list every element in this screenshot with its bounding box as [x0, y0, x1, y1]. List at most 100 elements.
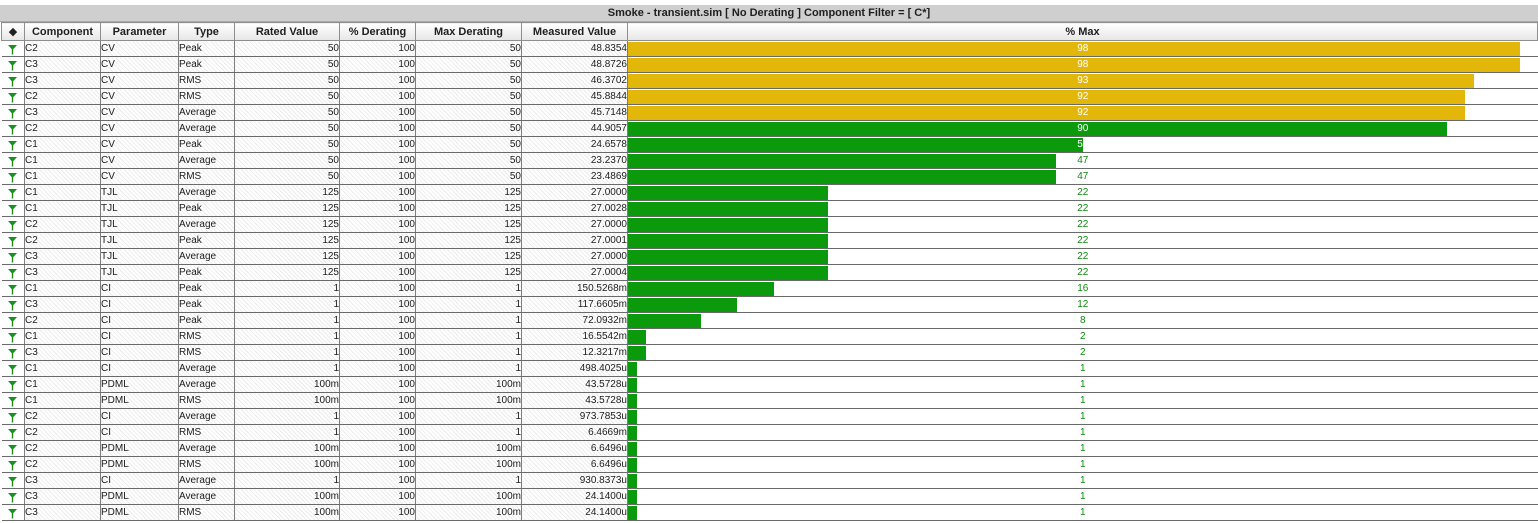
row-flag-cell[interactable]	[1, 40, 25, 57]
table-row[interactable]: C3 CV RMS 50 100 50 46.3702 93	[1, 72, 1538, 89]
row-flag-cell[interactable]	[1, 360, 25, 377]
table-row[interactable]: C3 CI Peak 1 100 1 117.6605m 12	[1, 296, 1538, 313]
parameter-cell: CI	[100, 296, 179, 313]
pct-max-column-header[interactable]: % Max	[627, 22, 1538, 41]
row-flag-cell[interactable]	[1, 248, 25, 265]
row-flag-cell[interactable]	[1, 264, 25, 281]
pct-max-label: 98	[1077, 59, 1089, 70]
max-derating-cell: 1	[415, 280, 522, 297]
parameter-cell: TJL	[100, 216, 179, 233]
table-row[interactable]: C1 CV Peak 50 100 50 24.6578 50	[1, 136, 1538, 153]
table-row[interactable]: C1 CV Average 50 100 50 23.2370 47	[1, 152, 1538, 169]
row-flag-cell[interactable]	[1, 392, 25, 409]
table-row[interactable]: C2 CI Average 1 100 1 973.7853u 1	[1, 408, 1538, 425]
table-row[interactable]: C1 CI RMS 1 100 1 16.5542m 2	[1, 328, 1538, 345]
row-flag-cell[interactable]	[1, 184, 25, 201]
type-column-header[interactable]: Type	[178, 22, 235, 41]
row-flag-cell[interactable]	[1, 376, 25, 393]
row-flag-cell[interactable]	[1, 152, 25, 169]
pct-max-label: 22	[1077, 187, 1089, 198]
row-flag-cell[interactable]	[1, 88, 25, 105]
row-flag-cell[interactable]	[1, 408, 25, 425]
table-row[interactable]: C3 PDML RMS 100m 100 100m 24.1400u 1	[1, 504, 1538, 521]
table-row[interactable]: C2 CV Peak 50 100 50 48.8354 98	[1, 40, 1538, 57]
component-column-header[interactable]: Component	[24, 22, 101, 41]
measured-value-cell: 45.7148	[521, 104, 628, 121]
measured-value-column-header[interactable]: Measured Value	[521, 22, 628, 41]
table-row[interactable]: C2 CV Average 50 100 50 44.9057 90	[1, 120, 1538, 137]
table-row[interactable]: C1 PDML RMS 100m 100 100m 43.5728u 1	[1, 392, 1538, 409]
table-row[interactable]: C3 CI Average 1 100 1 930.8373u 1	[1, 472, 1538, 489]
max-derating-cell: 1	[415, 296, 522, 313]
row-flag-cell[interactable]	[1, 120, 25, 137]
row-flag-cell[interactable]	[1, 56, 25, 73]
table-row[interactable]: C3 PDML Average 100m 100 100m 24.1400u 1	[1, 488, 1538, 505]
table-row[interactable]: C3 TJL Peak 125 100 125 27.0004 22	[1, 264, 1538, 281]
row-flag-cell[interactable]	[1, 472, 25, 489]
table-row[interactable]: C2 CV RMS 50 100 50 45.8844 92	[1, 88, 1538, 105]
row-flag-cell[interactable]	[1, 456, 25, 473]
max-derating-cell: 100m	[415, 504, 522, 521]
table-row[interactable]: C2 CI Peak 1 100 1 72.0932m 8	[1, 312, 1538, 329]
rated-value-column-header[interactable]: Rated Value	[234, 22, 340, 41]
table-row[interactable]: C3 TJL Average 125 100 125 27.0000 22	[1, 248, 1538, 265]
derating-cell: 100	[339, 248, 416, 265]
row-flag-cell[interactable]	[1, 200, 25, 217]
type-cell: Average	[178, 248, 235, 265]
table-row[interactable]: C1 CV RMS 50 100 50 23.4869 47	[1, 168, 1538, 185]
row-flag-cell[interactable]	[1, 296, 25, 313]
parameter-column-header[interactable]: Parameter	[100, 22, 179, 41]
flag-icon	[8, 477, 18, 487]
component-cell: C2	[24, 456, 101, 473]
parameter-cell: CI	[100, 408, 179, 425]
row-flag-cell[interactable]	[1, 424, 25, 441]
derating-column-header[interactable]: % Derating	[339, 22, 416, 41]
component-cell: C3	[24, 488, 101, 505]
rated-value-cell: 50	[234, 88, 340, 105]
row-flag-cell[interactable]	[1, 168, 25, 185]
component-cell: C1	[24, 376, 101, 393]
table-row[interactable]: C1 CI Peak 1 100 1 150.5268m 16	[1, 280, 1538, 297]
row-flag-cell[interactable]	[1, 104, 25, 121]
row-flag-cell[interactable]	[1, 344, 25, 361]
row-flag-cell[interactable]	[1, 488, 25, 505]
row-flag-cell[interactable]	[1, 136, 25, 153]
table-row[interactable]: C3 CV Peak 50 100 50 48.8726 98	[1, 56, 1538, 73]
row-flag-cell[interactable]	[1, 216, 25, 233]
row-flag-cell[interactable]	[1, 312, 25, 329]
table-row[interactable]: C2 TJL Average 125 100 125 27.0000 22	[1, 216, 1538, 233]
rated-value-cell: 50	[234, 120, 340, 137]
component-cell: C3	[24, 264, 101, 281]
table-row[interactable]: C2 CI RMS 1 100 1 6.4669m 1	[1, 424, 1538, 441]
table-row[interactable]: C1 CI Average 1 100 1 498.4025u 1	[1, 360, 1538, 377]
marker-column-header[interactable]: ◆	[1, 22, 25, 41]
rated-value-cell: 50	[234, 72, 340, 89]
table-row[interactable]: C3 CV Average 50 100 50 45.7148 92	[1, 104, 1538, 121]
type-cell: Peak	[178, 232, 235, 249]
pct-max-label: 1	[1079, 507, 1086, 518]
row-flag-cell[interactable]	[1, 328, 25, 345]
type-cell: Average	[178, 184, 235, 201]
table-row[interactable]: C1 TJL Peak 125 100 125 27.0028 22	[1, 200, 1538, 217]
max-derating-column-header[interactable]: Max Derating	[415, 22, 522, 41]
table-row[interactable]: C2 PDML RMS 100m 100 100m 6.6496u 1	[1, 456, 1538, 473]
table-row[interactable]: C3 CI RMS 1 100 1 12.3217m 2	[1, 344, 1538, 361]
measured-value-cell: 48.8726	[521, 56, 628, 73]
rated-value-cell: 1	[234, 472, 340, 489]
table-row[interactable]: C2 TJL Peak 125 100 125 27.0001 22	[1, 232, 1538, 249]
pct-max-cell: 1	[627, 504, 1538, 521]
row-flag-cell[interactable]	[1, 280, 25, 297]
component-cell: C3	[24, 504, 101, 521]
flag-icon	[8, 285, 18, 295]
row-flag-cell[interactable]	[1, 504, 25, 521]
table-row[interactable]: C2 PDML Average 100m 100 100m 6.6496u 1	[1, 440, 1538, 457]
type-cell: Average	[178, 408, 235, 425]
pct-max-label: 1	[1079, 443, 1086, 454]
row-flag-cell[interactable]	[1, 72, 25, 89]
component-cell: C1	[24, 280, 101, 297]
row-flag-cell[interactable]	[1, 232, 25, 249]
pct-max-cell: 1	[627, 360, 1538, 377]
table-row[interactable]: C1 TJL Average 125 100 125 27.0000 22	[1, 184, 1538, 201]
table-row[interactable]: C1 PDML Average 100m 100 100m 43.5728u 1	[1, 376, 1538, 393]
row-flag-cell[interactable]	[1, 440, 25, 457]
